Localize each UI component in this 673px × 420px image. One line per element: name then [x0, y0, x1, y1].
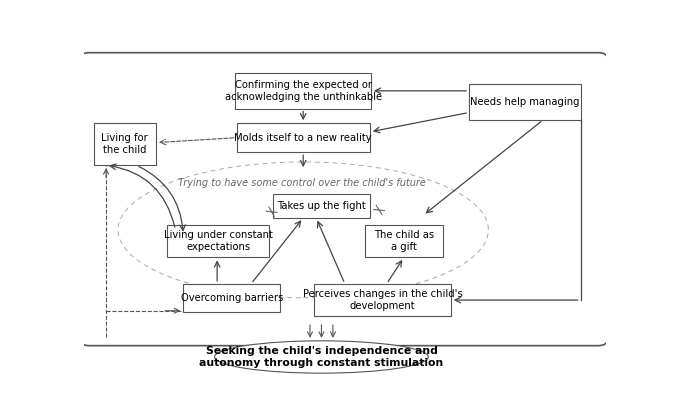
FancyBboxPatch shape	[273, 194, 369, 218]
FancyBboxPatch shape	[94, 123, 156, 165]
FancyBboxPatch shape	[168, 225, 269, 257]
Text: Trying to have some control over the child's future: Trying to have some control over the chi…	[178, 178, 426, 188]
Text: Seeking the child's independence and
autonomy through constant stimulation: Seeking the child's independence and aut…	[199, 346, 444, 368]
Ellipse shape	[215, 341, 428, 373]
Text: Needs help managing: Needs help managing	[470, 97, 579, 107]
Text: Molds itself to a new reality: Molds itself to a new reality	[234, 133, 372, 143]
Text: The child as
a gift: The child as a gift	[374, 231, 434, 252]
FancyBboxPatch shape	[236, 73, 371, 109]
FancyBboxPatch shape	[469, 84, 581, 120]
FancyBboxPatch shape	[237, 123, 369, 152]
Text: Takes up the fight: Takes up the fight	[277, 201, 366, 211]
FancyBboxPatch shape	[365, 225, 443, 257]
FancyBboxPatch shape	[314, 284, 451, 316]
Text: Living for
the child: Living for the child	[102, 134, 148, 155]
FancyBboxPatch shape	[80, 52, 607, 346]
FancyBboxPatch shape	[184, 284, 280, 312]
Text: Confirming the expected or
acknowledging the unthinkable: Confirming the expected or acknowledging…	[225, 80, 382, 102]
Text: Perceives changes in the child's
development: Perceives changes in the child's develop…	[303, 289, 462, 311]
Text: Overcoming barriers: Overcoming barriers	[180, 293, 283, 303]
Text: Living under constant
expectations: Living under constant expectations	[164, 231, 273, 252]
